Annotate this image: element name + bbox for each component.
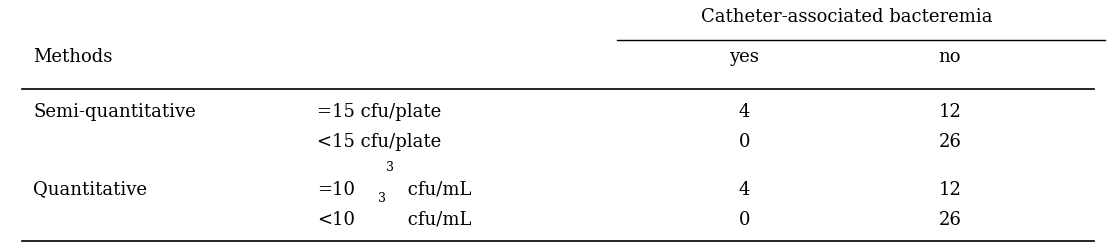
Text: yes: yes: [730, 48, 759, 66]
Text: 3: 3: [386, 161, 393, 174]
Text: cfu/mL: cfu/mL: [402, 211, 471, 229]
Text: cfu/mL: cfu/mL: [402, 181, 471, 199]
Text: 0: 0: [739, 133, 750, 151]
Text: 12: 12: [939, 103, 961, 121]
Text: 26: 26: [939, 133, 961, 151]
Text: Quantitative: Quantitative: [33, 181, 148, 199]
Text: <10: <10: [317, 211, 354, 229]
Text: Semi-quantitative: Semi-quantitative: [33, 103, 196, 121]
Text: 3: 3: [378, 191, 386, 205]
Text: 12: 12: [939, 181, 961, 199]
Text: 4: 4: [739, 181, 750, 199]
Text: =15 cfu/plate: =15 cfu/plate: [317, 103, 441, 121]
Text: 26: 26: [939, 211, 961, 229]
Text: <15 cfu/plate: <15 cfu/plate: [317, 133, 441, 151]
Text: =10: =10: [317, 181, 354, 199]
Text: 0: 0: [739, 211, 750, 229]
Text: no: no: [939, 48, 961, 66]
Text: Methods: Methods: [33, 48, 112, 66]
Text: Catheter-associated bacteremia: Catheter-associated bacteremia: [701, 8, 993, 26]
Text: 4: 4: [739, 103, 750, 121]
